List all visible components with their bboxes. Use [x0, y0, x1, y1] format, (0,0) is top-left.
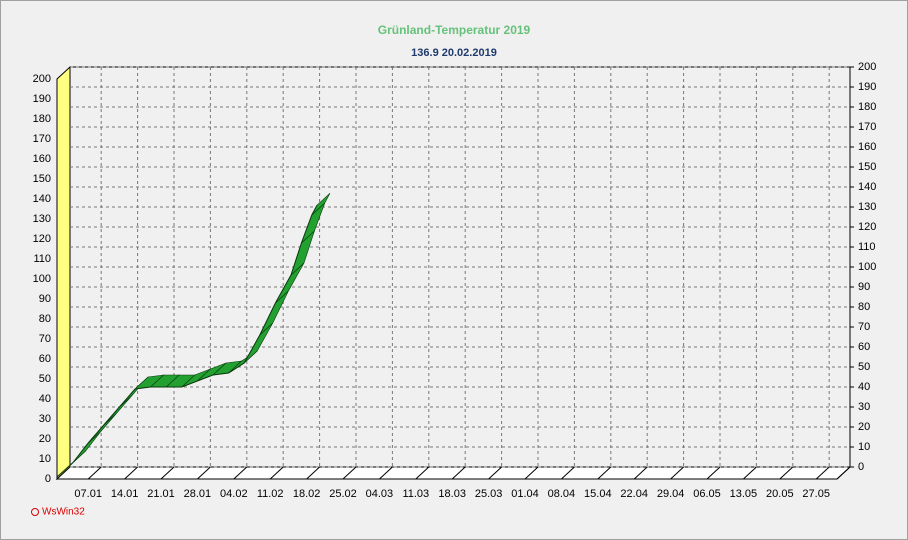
- x-tick-label: 08.04: [548, 488, 576, 500]
- x-tick: [197, 466, 211, 480]
- x-tick: [233, 466, 248, 480]
- x-tick-label: 29.04: [657, 488, 685, 500]
- y-tick-label: 80: [39, 313, 51, 325]
- x-tick-label: 27.05: [802, 488, 830, 500]
- x-tick: [597, 466, 612, 480]
- y2-tick-label: 40: [858, 381, 870, 393]
- x-tick-label: 18.03: [438, 488, 466, 500]
- x-tick: [306, 466, 320, 480]
- y-tick-label: 110: [33, 253, 51, 265]
- y2-tick-label: 160: [858, 141, 876, 153]
- x-tick: [815, 466, 830, 480]
- x-tick-label: 25.02: [329, 488, 357, 500]
- x-tick: [160, 466, 175, 480]
- y-tick-label: 60: [39, 353, 51, 365]
- y-tick-label: 90: [39, 293, 51, 305]
- x-tick: [779, 466, 794, 480]
- y2-tick-label: 150: [858, 161, 876, 173]
- series-line: [56, 204, 318, 478]
- x-tick: [342, 466, 357, 480]
- x-tick: [670, 466, 684, 480]
- x-tick-label: 15.04: [584, 488, 612, 500]
- y2-tick-label: 10: [858, 441, 870, 453]
- x-tick: [524, 466, 539, 480]
- x-tick-label: 04.03: [366, 488, 394, 500]
- y-tick-label: 180: [33, 113, 51, 125]
- footer: WsWin32: [42, 507, 85, 518]
- y2-tick-label: 170: [858, 121, 876, 133]
- y2-tick-label: 110: [858, 241, 876, 253]
- y2-tick-label: 140: [858, 181, 876, 193]
- x-tick-label: 21.01: [147, 488, 175, 500]
- x-tick-label: 01.04: [511, 488, 539, 500]
- floor-right: [836, 466, 851, 480]
- x-tick-label: 11.03: [402, 488, 429, 500]
- x-tick: [415, 466, 430, 480]
- x-tick: [379, 466, 393, 480]
- x-tick-label: 25.03: [475, 488, 503, 500]
- x-tick-label: 20.05: [766, 488, 794, 500]
- y-tick-label: 0: [45, 473, 51, 485]
- y-tick-label: 120: [33, 233, 51, 245]
- y2-tick-label: 50: [858, 361, 870, 373]
- left-wall: [56, 65, 71, 481]
- x-tick-label: 28.01: [184, 488, 212, 500]
- x-tick: [488, 466, 502, 480]
- y-tick-label: 150: [33, 173, 51, 185]
- x-tick-label: 14.01: [111, 488, 139, 500]
- y-tick-label: 190: [33, 93, 51, 105]
- y2-tick-label: 60: [858, 341, 870, 353]
- y2-tick-label: 0: [858, 461, 864, 473]
- y-tick-label: 70: [39, 333, 51, 345]
- y2-tick-label: 190: [858, 81, 876, 93]
- y-tick-label: 40: [39, 393, 51, 405]
- y2-tick-label: 200: [858, 61, 876, 73]
- x-tick-label: 11.02: [257, 488, 284, 500]
- x-tick-label: 22.04: [620, 488, 648, 500]
- x-tick: [633, 466, 648, 480]
- x-tick-label: 06.05: [693, 488, 721, 500]
- y-tick-label: 130: [33, 213, 51, 225]
- y-tick-label: 50: [39, 373, 51, 385]
- x-tick: [743, 466, 757, 480]
- y2-tick-label: 70: [858, 321, 870, 333]
- x-tick: [87, 466, 102, 480]
- y-tick-label: 30: [39, 413, 51, 425]
- y-tick-label: 140: [33, 193, 51, 205]
- x-tick: [706, 466, 721, 480]
- y-tick-label: 160: [33, 153, 51, 165]
- y-tick-label: 200: [33, 73, 51, 85]
- chart-subtitle: 136.9 20.02.2019: [411, 47, 497, 59]
- footer-icon: [31, 508, 39, 516]
- y2-tick-label: 120: [858, 221, 876, 233]
- x-tick: [451, 466, 466, 480]
- y2-tick-label: 100: [858, 261, 876, 273]
- x-tick: [269, 466, 284, 480]
- y2-tick-label: 90: [858, 281, 870, 293]
- y2-tick-label: 80: [858, 301, 870, 313]
- chart-title: Grünland-Temperatur 2019: [378, 23, 531, 37]
- x-tick-label: 04.02: [220, 488, 248, 500]
- y-tick-label: 100: [33, 273, 51, 285]
- y-tick-label: 20: [39, 433, 51, 445]
- y-tick-label: 10: [39, 453, 51, 465]
- x-tick-label: 07.01: [74, 488, 102, 500]
- y-tick-label: 170: [33, 133, 51, 145]
- y2-tick-label: 130: [858, 201, 876, 213]
- x-tick: [561, 466, 575, 480]
- x-tick: [124, 466, 138, 480]
- y2-tick-label: 30: [858, 401, 870, 413]
- x-tick-label: 18.02: [293, 488, 321, 500]
- x-tick-label: 13.05: [730, 488, 758, 500]
- y2-tick-label: 20: [858, 421, 870, 433]
- y2-tick-label: 180: [858, 101, 876, 113]
